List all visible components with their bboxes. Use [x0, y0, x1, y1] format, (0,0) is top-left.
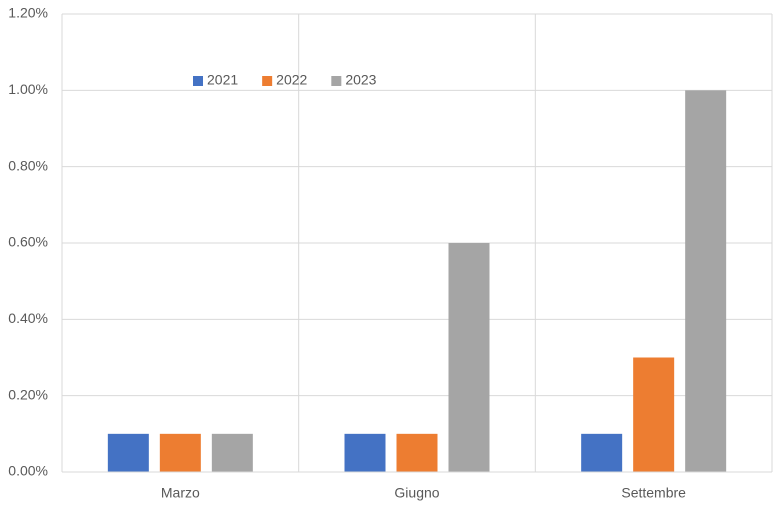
x-tick-label: Marzo — [161, 485, 200, 501]
bar — [107, 433, 149, 472]
legend-swatch — [262, 76, 273, 86]
bar — [344, 433, 386, 472]
legend-label: 2022 — [276, 72, 307, 88]
y-tick-label: 1.20% — [8, 5, 48, 21]
x-tick-label: Settembre — [621, 485, 686, 501]
legend-label: 2021 — [207, 72, 238, 88]
y-tick-label: 0.20% — [8, 386, 48, 402]
y-tick-label: 0.80% — [8, 157, 48, 173]
legend-label: 2023 — [345, 72, 376, 88]
bar — [633, 357, 675, 472]
bar — [581, 433, 623, 472]
bar — [159, 433, 201, 472]
legend-swatch — [193, 76, 203, 86]
y-tick-label: 0.00% — [8, 463, 48, 479]
y-tick-label: 0.60% — [8, 234, 48, 250]
bar — [685, 90, 727, 472]
bar — [448, 243, 490, 472]
y-tick-label: 1.00% — [8, 81, 48, 97]
x-tick-label: Giugno — [394, 485, 439, 501]
legend-swatch — [331, 76, 342, 86]
y-tick-label: 0.40% — [8, 310, 48, 326]
bar — [211, 433, 253, 472]
bar — [396, 433, 438, 472]
